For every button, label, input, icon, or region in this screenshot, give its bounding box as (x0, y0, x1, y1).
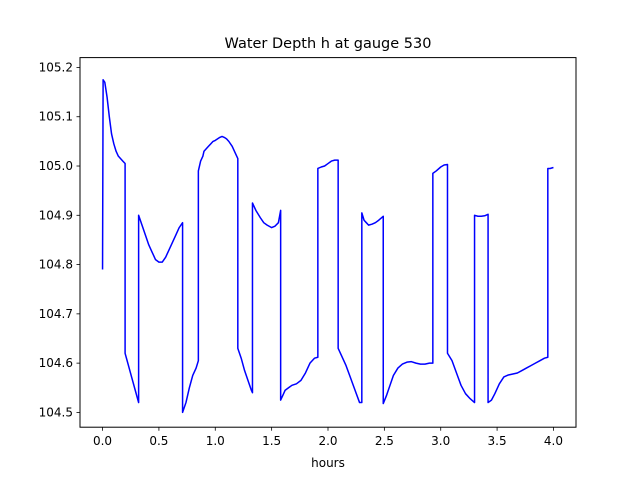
y-tick-label: 104.8 (39, 258, 73, 272)
y-tick-label: 104.5 (39, 405, 73, 419)
x-tick-label: 4.0 (544, 434, 563, 448)
x-tick-label: 1.0 (206, 434, 225, 448)
x-tick-label: 2.0 (318, 434, 337, 448)
x-tick-label: 1.5 (262, 434, 281, 448)
y-tick-label: 105.0 (39, 159, 73, 173)
y-tick-label: 104.7 (39, 307, 73, 321)
y-tick-label: 104.6 (39, 356, 73, 370)
y-tick-label: 105.1 (39, 110, 73, 124)
x-tick-label: 3.5 (488, 434, 507, 448)
plot-frame (79, 57, 577, 428)
series-line (101, 79, 554, 414)
tick-group: 0.0 0.5 1.0 1.5 2.0 2.5 3.0 3.5 4.0 104.5 104.6 104… (39, 60, 563, 448)
x-tick-label: 2.5 (375, 434, 394, 448)
x-tick-label: 0.5 (149, 434, 168, 448)
chart-title: Water Depth h at gauge 530 (225, 36, 432, 52)
x-tick-label: 0.0 (93, 434, 112, 448)
x-axis-label: hours (311, 456, 345, 470)
y-tick-label: 105.2 (39, 60, 73, 74)
y-tick-label: 104.9 (39, 208, 73, 222)
x-tick-label: 3.0 (431, 434, 450, 448)
